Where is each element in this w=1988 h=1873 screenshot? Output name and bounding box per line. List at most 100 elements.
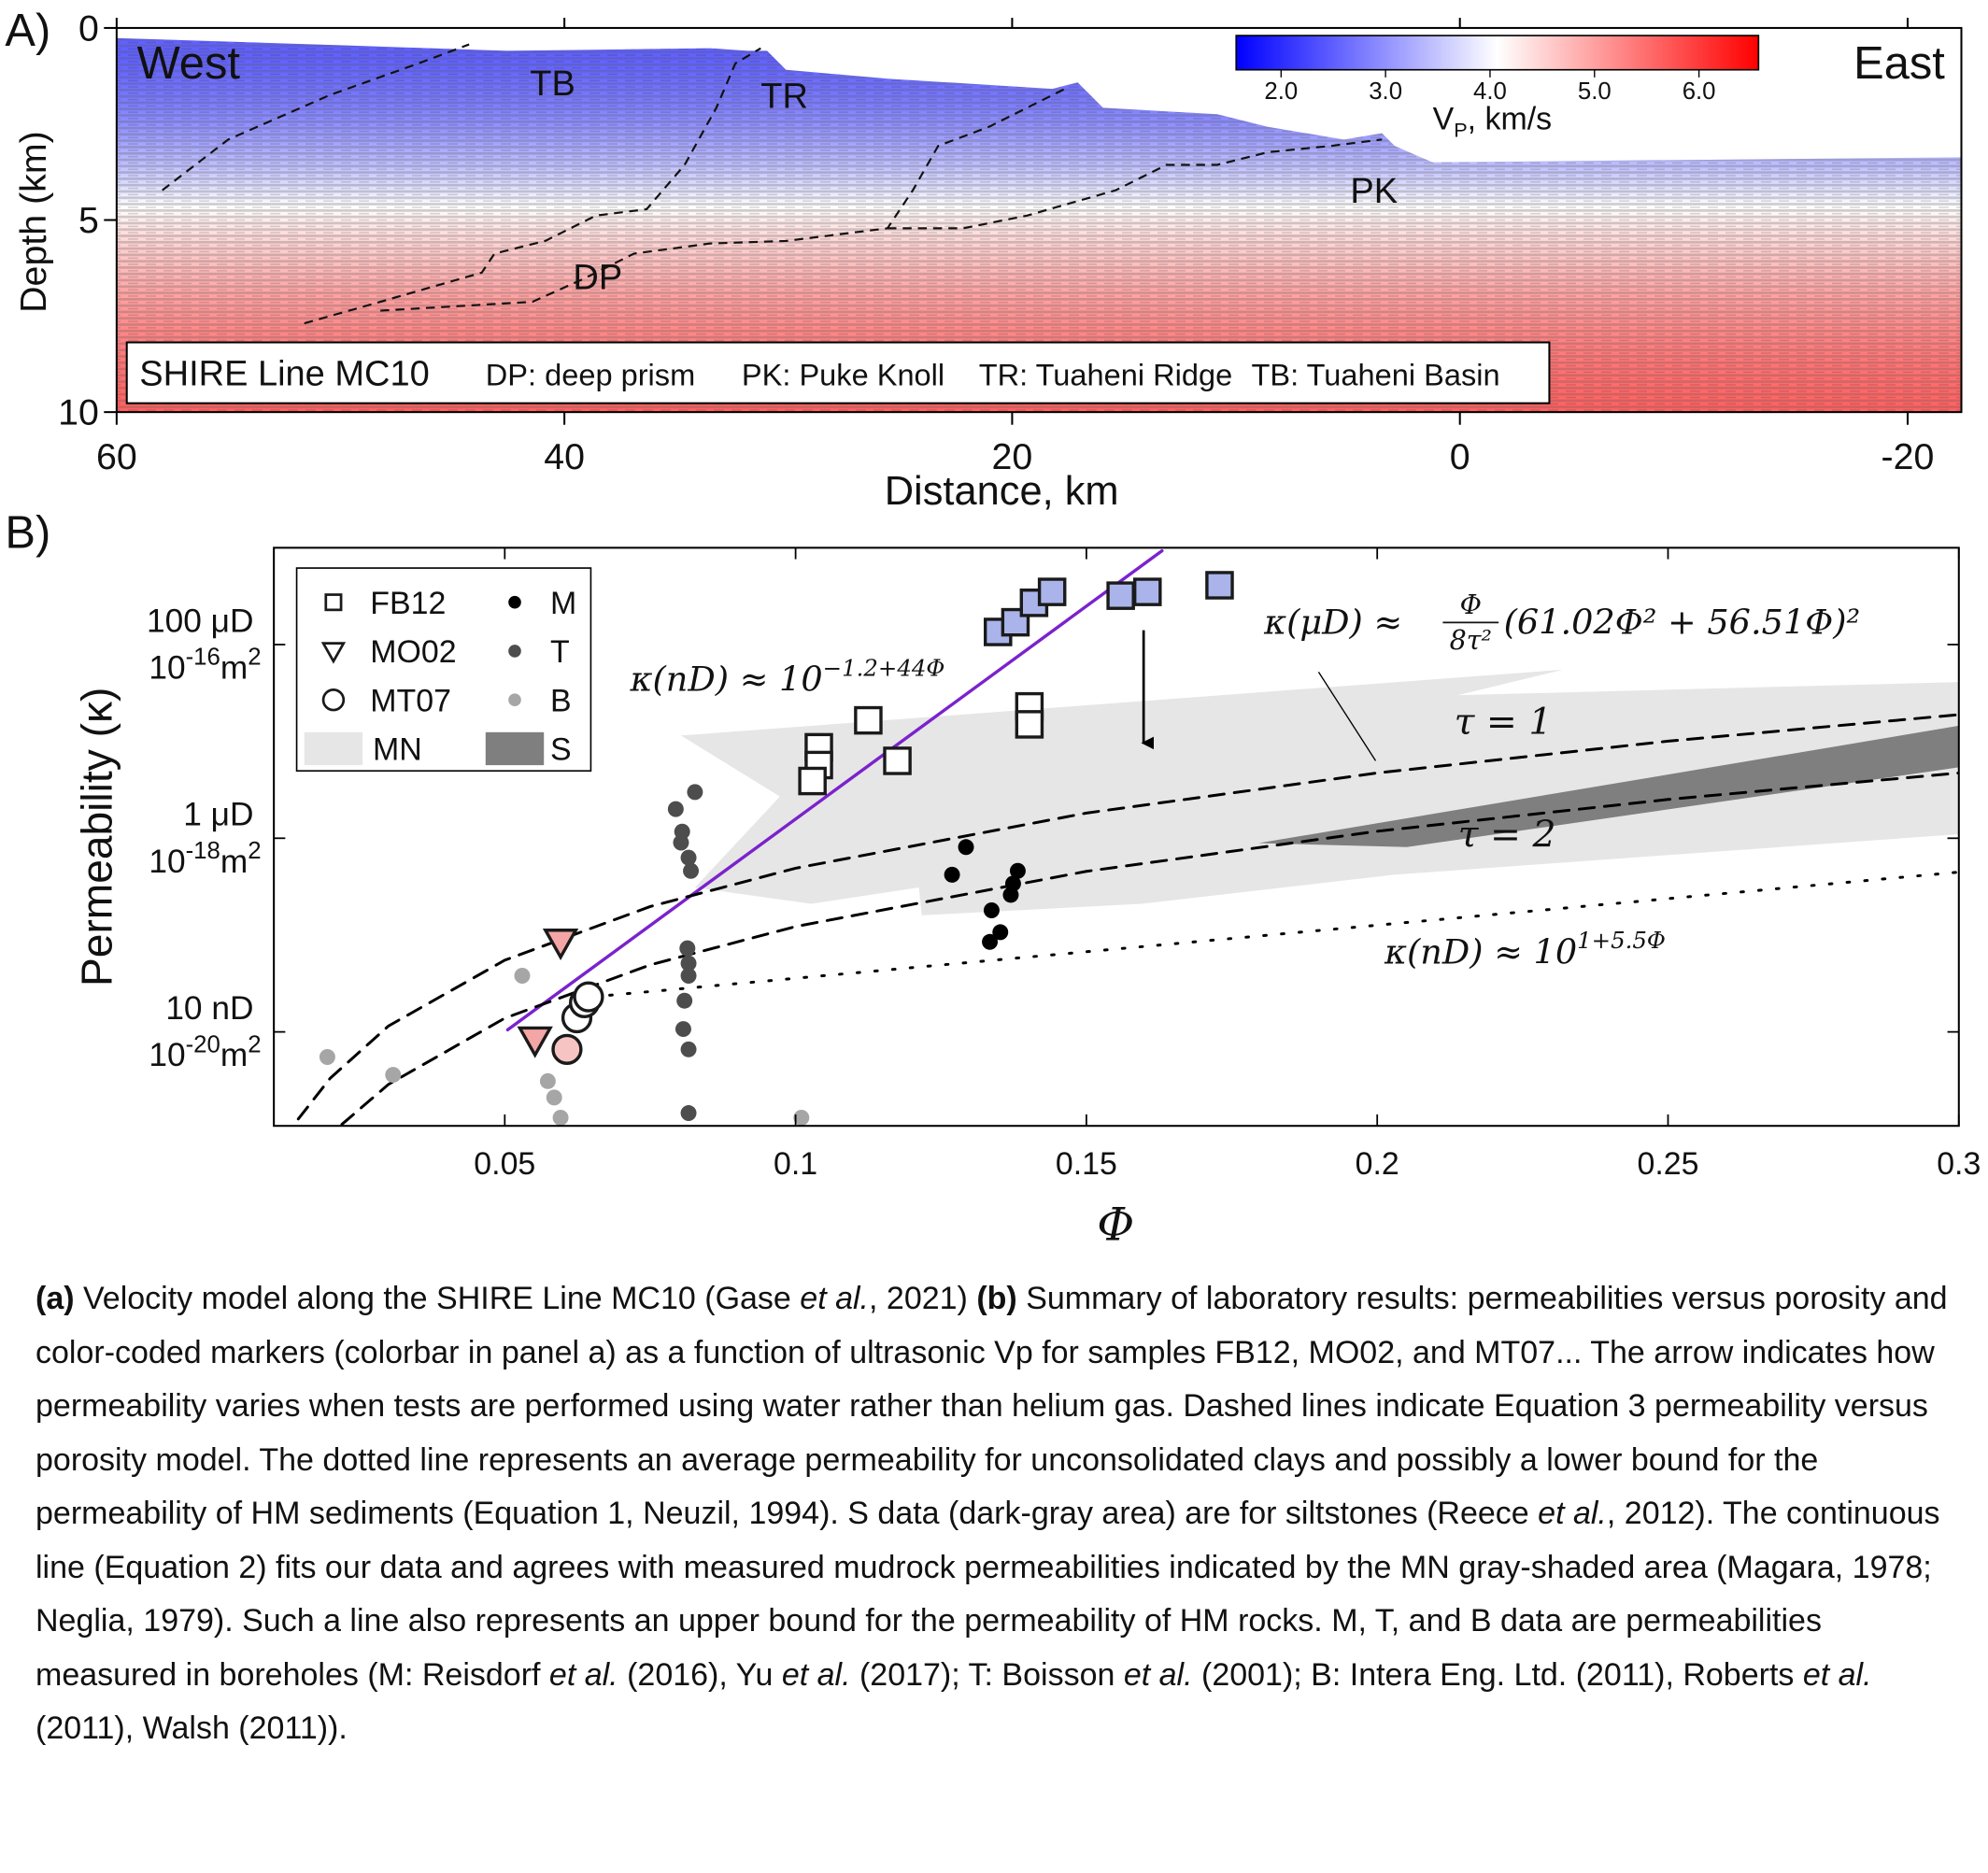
- leader-line: [1317, 671, 1377, 761]
- marker-dot: [1009, 862, 1026, 879]
- formula-part: κ(nD) ≈ 10: [1384, 932, 1577, 972]
- marker-dot: [680, 1041, 697, 1057]
- colorbar-tick-label: 2.0: [1264, 78, 1298, 105]
- y-tick-label: 100 μD: [147, 603, 253, 639]
- colorbar-tick-label: 3.0: [1369, 78, 1402, 105]
- y-tick-label-si: 10-20m2: [149, 1031, 261, 1073]
- annotation: DP: [573, 259, 622, 298]
- model-formula: κ(μD) ≈: [1263, 603, 1402, 643]
- marker-dot: [674, 1021, 691, 1038]
- x-tick-label: 20: [992, 436, 1033, 477]
- marker-dot: [1002, 887, 1019, 903]
- marker-square: [1037, 577, 1067, 606]
- x-tick-label: 60: [96, 436, 137, 477]
- caption-run: Summary of laboratory results: permeabil…: [36, 1281, 1948, 1531]
- seismic-section: [116, 37, 1962, 413]
- caption-run: Velocity model along the SHIRE Line MC10…: [74, 1281, 801, 1316]
- marker-square: [883, 746, 912, 775]
- marker-dot: [667, 801, 684, 817]
- curve: [296, 713, 1959, 1121]
- frame-b: [273, 546, 1960, 1128]
- label-part: m: [220, 650, 248, 687]
- label-part: m: [220, 844, 248, 880]
- boundary: [380, 88, 1066, 312]
- marker-triangle: [320, 642, 347, 664]
- marker-dot: [958, 839, 974, 856]
- legend-text: TR: Tuaheni Ridge: [979, 359, 1233, 392]
- label-part: V: [1433, 102, 1455, 137]
- superscript: 2: [248, 838, 261, 864]
- label-part: , km/s: [1468, 102, 1552, 137]
- marker-circle: [573, 981, 604, 1013]
- legend-label: S: [550, 732, 572, 768]
- marker-dot: [793, 1109, 810, 1126]
- marker-dot: [508, 645, 521, 658]
- y-axis-label: Depth (km): [13, 131, 54, 313]
- marker-dot: [680, 1105, 697, 1122]
- marker-dot: [319, 1049, 335, 1066]
- caption-run: et al.: [1123, 1656, 1193, 1693]
- superscript: 2: [248, 645, 261, 671]
- marker-dot: [679, 940, 696, 957]
- y-tick-label: 0: [78, 7, 99, 49]
- model-formula: (61.02Φ² + 56.51Φ)²: [1504, 603, 1861, 643]
- model-formula: Φ: [1460, 589, 1482, 620]
- annotation: PK: [1350, 172, 1398, 211]
- marker-triangle: [517, 1026, 553, 1058]
- caption-run: (2001); B: Intera Eng. Ltd. (2011), Robe…: [1192, 1656, 1803, 1693]
- boundary: [888, 138, 1383, 230]
- x-tick-label: 0: [1450, 436, 1470, 477]
- marker-dot: [546, 1089, 562, 1106]
- legend-label: T: [550, 634, 570, 670]
- interpretation-lines: [162, 43, 1383, 325]
- caption-run: (2017); T: Boisson: [850, 1656, 1124, 1693]
- area: [1258, 725, 1959, 847]
- caption-run: (2016), Yu: [618, 1656, 782, 1693]
- caption-run: (a): [36, 1281, 75, 1316]
- marker-dot: [508, 595, 521, 609]
- colorbar-tick-label: 6.0: [1683, 78, 1716, 105]
- y-tick-label: 10: [58, 392, 99, 433]
- marker-dot: [552, 1109, 569, 1126]
- fit-formula: κ(nD) ≈ 101+5.5Φ: [1384, 927, 1666, 972]
- annotation: TB: [530, 64, 575, 104]
- reflectivity: [116, 37, 1962, 413]
- legend-text: TB: Tuaheni Basin: [1252, 359, 1500, 392]
- area: [680, 669, 1959, 915]
- legend-label: MT07: [370, 683, 451, 718]
- caption-run: et al.: [548, 1656, 618, 1693]
- legend-text: SHIRE Line MC10: [139, 355, 429, 394]
- caption-run: et al.: [1802, 1656, 1872, 1693]
- annotation: West: [137, 38, 241, 89]
- legend-text: DP: deep prism: [486, 359, 695, 392]
- superscript: 1+5.5Φ: [1577, 927, 1666, 954]
- caption-run: et al.: [800, 1281, 870, 1316]
- curve: [340, 771, 1959, 1127]
- x-tick-label: 0.3: [1937, 1146, 1981, 1182]
- x-tick-label: 40: [544, 436, 585, 477]
- x-tick-label: 0.05: [474, 1146, 535, 1182]
- legend-label: MO02: [370, 634, 456, 670]
- marker-square: [1133, 577, 1162, 606]
- legend-label: B: [550, 683, 572, 718]
- marker-dot: [539, 1072, 556, 1089]
- model-formula: 8τ²: [1450, 625, 1492, 656]
- caption-run: (b): [976, 1281, 1017, 1316]
- caption-run: et al.: [1538, 1496, 1607, 1531]
- formula-part: κ(nD) ≈ 10: [630, 660, 823, 700]
- superscript: -18: [186, 838, 220, 864]
- legend-label: M: [550, 586, 576, 621]
- marker-dot: [385, 1067, 402, 1084]
- marker-dot: [982, 933, 999, 950]
- marker-dot: [944, 866, 960, 883]
- marker-dot: [680, 968, 697, 984]
- marker-square: [1106, 581, 1135, 610]
- x-axis-label: Distance, km: [885, 469, 1119, 514]
- tau-label: τ = 1: [1455, 701, 1553, 744]
- colorbar: [1235, 35, 1760, 71]
- marker-dot: [673, 834, 689, 851]
- y-tick-label: 10 nD: [165, 990, 253, 1027]
- marker-dot: [508, 693, 521, 706]
- tau-label: τ = 2: [1458, 814, 1556, 857]
